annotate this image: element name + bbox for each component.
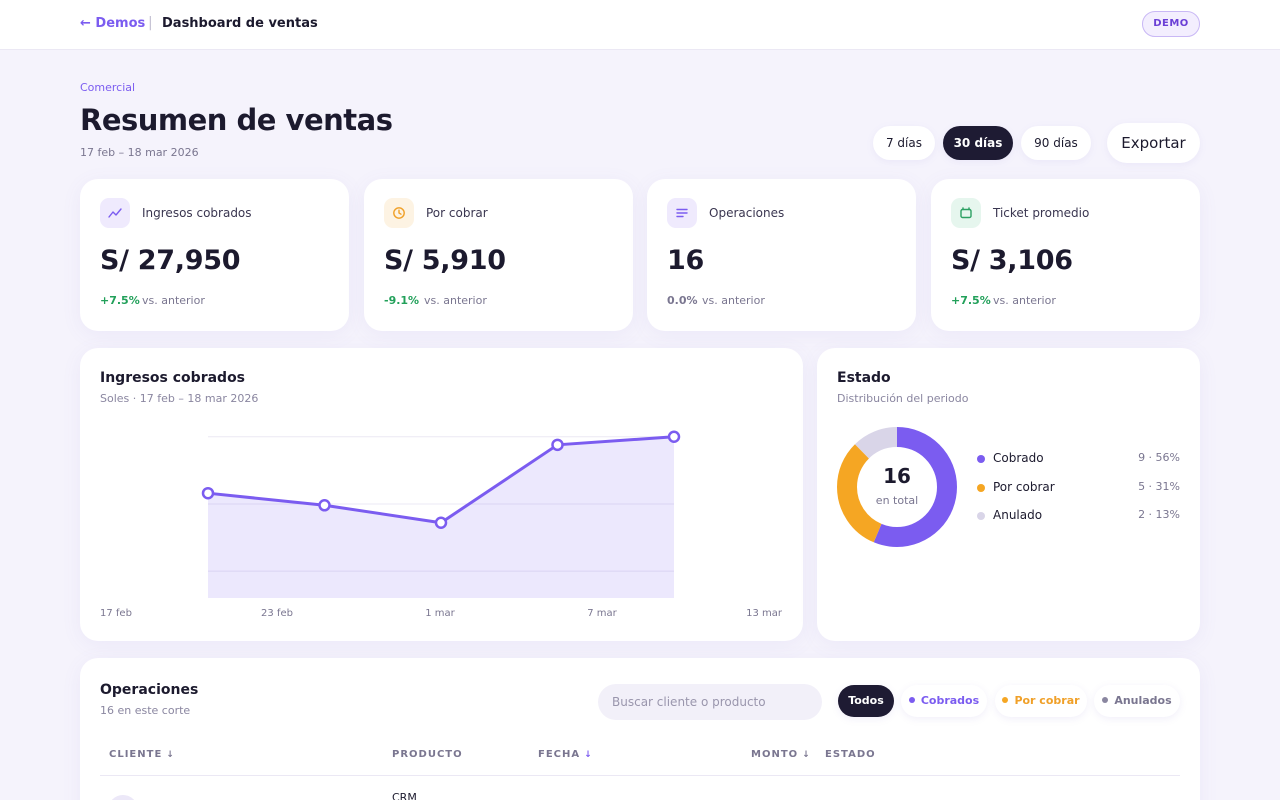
sort-arrow-icon: ↓ xyxy=(802,750,811,760)
donut-slice xyxy=(837,427,957,547)
search-input[interactable] xyxy=(598,684,822,720)
data-point xyxy=(201,486,215,500)
list-icon xyxy=(667,198,697,228)
kpi-delta: +7.5% xyxy=(951,294,991,307)
period-90-days-button[interactable]: 90 días xyxy=(1021,126,1091,160)
kpi-comparison: vs. anterior xyxy=(424,294,487,307)
status-donut-chart xyxy=(837,427,957,547)
demo-badge: DEMO xyxy=(1142,11,1200,37)
column-header-fecha[interactable]: FECHA ↓ xyxy=(538,749,593,760)
filter-cobrados[interactable]: Cobrados xyxy=(901,685,987,717)
kpi-value: S/ 3,106 xyxy=(951,245,1073,276)
back-to-demos-link[interactable]: ← Demos xyxy=(80,16,146,31)
data-point xyxy=(667,430,681,443)
revenue-chart-card: Ingresos cobrados Soles · 17 feb – 18 ma… xyxy=(80,348,803,641)
filter-label: Anulados xyxy=(1114,694,1172,707)
column-header-producto[interactable]: PRODUCTO xyxy=(392,749,463,760)
filter-todos[interactable]: Todos xyxy=(838,685,894,717)
section-eyebrow: Comercial xyxy=(80,81,136,94)
filter-dot xyxy=(1102,697,1109,703)
x-tick-label: 7 mar xyxy=(587,608,617,619)
x-tick-label: 1 mar xyxy=(425,608,455,619)
x-tick-label: 13 mar xyxy=(746,608,783,619)
kpi-value: S/ 5,910 xyxy=(384,245,506,276)
kpi-comparison: vs. anterior xyxy=(702,294,765,307)
sort-arrow-icon: ↓ xyxy=(166,750,175,760)
chart-title: Ingresos cobrados xyxy=(100,370,246,386)
kpi-card-ingresos: Ingresos cobrados S/ 27,950 +7.5% vs. an… xyxy=(80,179,349,331)
legend-count: 5 · 31% xyxy=(1138,480,1180,493)
kpi-comparison: vs. anterior xyxy=(142,294,205,307)
filter-label: Todos xyxy=(848,694,884,707)
table-header-divider xyxy=(100,775,1180,776)
column-header-estado[interactable]: ESTADO xyxy=(825,749,876,760)
kpi-delta: +7.5% xyxy=(100,294,140,307)
legend-label: Por cobrar xyxy=(993,480,1055,494)
data-point xyxy=(551,438,564,452)
kpi-value: S/ 27,950 xyxy=(100,245,241,276)
column-header-cliente[interactable]: CLIENTE ↓ xyxy=(109,749,175,760)
filter-dot xyxy=(908,697,915,703)
wallet-icon xyxy=(951,198,981,228)
legend-dot xyxy=(977,455,985,463)
date-range: 17 feb – 18 mar 2026 xyxy=(80,146,199,159)
legend-dot xyxy=(977,484,985,492)
kpi-delta: 0.0% xyxy=(667,294,698,307)
data-point xyxy=(434,516,448,529)
x-tick-label: 17 feb xyxy=(100,608,132,619)
legend-label: Cobrado xyxy=(993,451,1044,465)
avatar xyxy=(108,795,138,800)
filter-label: Por cobrar xyxy=(1014,694,1080,707)
x-tick-label: 23 feb xyxy=(261,608,293,619)
status-title: Estado xyxy=(837,370,891,386)
legend-label: Anulado xyxy=(993,508,1043,522)
filter-label: Cobrados xyxy=(920,694,980,707)
kpi-label: Ticket promedio xyxy=(993,206,1090,220)
column-header-monto[interactable]: MONTO ↓ xyxy=(751,749,811,760)
status-subtitle: Distribución del periodo xyxy=(837,392,969,405)
kpi-value: 16 xyxy=(667,245,704,276)
revenue-line-chart: 17 feb 23 feb 1 mar 7 mar 13 mar xyxy=(100,430,783,619)
breadcrumb-separator: | xyxy=(148,15,153,31)
legend-item-por-cobrar: Por cobrar 5 · 31% xyxy=(977,479,1180,497)
kpi-comparison: vs. anterior xyxy=(993,294,1056,307)
table-cell-product: CRM xyxy=(392,791,417,800)
donut-total-label: en total xyxy=(875,494,919,507)
operations-subtitle: 16 en este corte xyxy=(100,704,191,717)
chart-subtitle: Soles · 17 feb – 18 mar 2026 xyxy=(100,392,259,405)
operations-card: Operaciones 16 en este corte Todos Cobra… xyxy=(80,658,1200,800)
legend-count: 9 · 56% xyxy=(1138,451,1180,464)
operations-title: Operaciones xyxy=(100,682,199,698)
period-30-days-button[interactable]: 30 días xyxy=(943,126,1013,160)
donut-total: 16 xyxy=(883,464,911,488)
area-fill xyxy=(208,436,674,598)
filter-por-cobrar[interactable]: Por cobrar xyxy=(995,685,1087,717)
donut-slice xyxy=(837,427,957,547)
kpi-label: Operaciones xyxy=(709,206,785,220)
kpi-label: Ingresos cobrados xyxy=(142,206,252,220)
filter-dot xyxy=(1002,697,1009,703)
period-7-days-button[interactable]: 7 días xyxy=(873,126,935,160)
legend-dot xyxy=(977,512,985,520)
page-title: Resumen de ventas xyxy=(80,103,393,137)
data-point xyxy=(318,499,331,512)
kpi-label: Por cobrar xyxy=(426,206,488,220)
clock-icon xyxy=(384,198,414,228)
kpi-card-operaciones: Operaciones 16 0.0% vs. anterior xyxy=(647,179,916,331)
sort-arrow-icon: ↓ xyxy=(584,750,593,760)
filter-anulados[interactable]: Anulados xyxy=(1094,685,1180,717)
legend-item-anulado: Anulado 2 · 13% xyxy=(977,507,1180,525)
export-button[interactable]: Exportar xyxy=(1107,123,1200,163)
kpi-delta: -9.1% xyxy=(384,294,420,307)
kpi-card-por-cobrar: Por cobrar S/ 5,910 -9.1% vs. anterior xyxy=(364,179,633,331)
top-bar: ← Demos | Dashboard de ventas DEMO xyxy=(0,0,1280,50)
breadcrumb-title: Dashboard de ventas xyxy=(162,16,318,31)
status-card: Estado Distribución del periodo 16 en to… xyxy=(817,348,1200,641)
legend-item-cobrado: Cobrado 9 · 56% xyxy=(977,450,1180,468)
legend-count: 2 · 13% xyxy=(1138,508,1180,521)
trend-line-icon xyxy=(100,198,130,228)
kpi-card-ticket-promedio: Ticket promedio S/ 3,106 +7.5% vs. anter… xyxy=(931,179,1200,331)
